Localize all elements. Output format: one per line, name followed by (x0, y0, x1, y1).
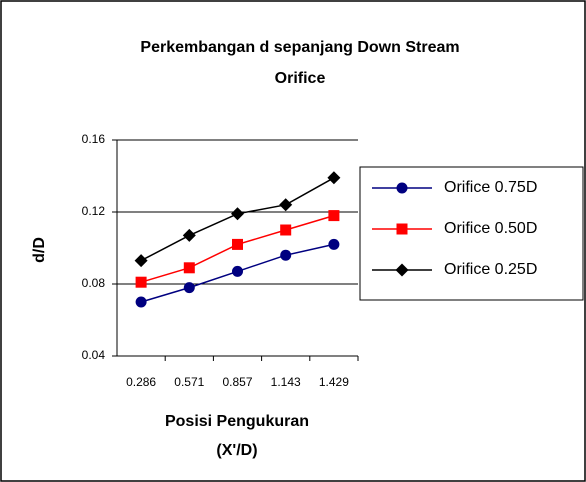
data-point (328, 238, 340, 250)
x-tick-label: 0.857 (222, 375, 252, 389)
x-tick-label: 0.286 (126, 375, 156, 389)
chart-title: Orifice (275, 70, 326, 87)
legend-label: Orifice 0.75D (444, 179, 537, 196)
y-tick-label: 0.08 (82, 276, 106, 290)
y-tick-label: 0.16 (82, 132, 106, 146)
data-point (183, 282, 195, 294)
y-tick-label: 0.12 (82, 204, 106, 218)
y-axis-label: d/D (31, 237, 48, 263)
data-point (231, 207, 244, 221)
data-point (327, 171, 341, 185)
data-point (279, 198, 293, 212)
data-point (232, 265, 243, 277)
data-point (182, 228, 196, 242)
x-tick-label: 1.143 (271, 375, 301, 389)
legend-label: Orifice 0.50D (444, 220, 537, 237)
x-axis-label: Posisi Pengukuran (165, 413, 309, 430)
data-point (328, 210, 340, 222)
x-tick-label: 0.571 (174, 375, 204, 389)
data-point (135, 296, 147, 308)
legend-label: Orifice 0.25D (444, 261, 537, 278)
legend-marker (395, 263, 409, 277)
data-point (232, 238, 243, 250)
data-point (135, 276, 147, 288)
legend-marker (396, 182, 408, 194)
data-point (280, 224, 292, 236)
y-tick-label: 0.04 (82, 348, 106, 362)
chart-title: Perkembangan d sepanjang Down Stream (140, 39, 459, 56)
legend-marker (396, 223, 408, 235)
x-tick-label: 1.429 (319, 375, 349, 389)
data-point (280, 249, 292, 261)
data-point (134, 254, 148, 268)
data-point (183, 262, 195, 274)
x-axis-label: (X'/D) (216, 442, 257, 459)
